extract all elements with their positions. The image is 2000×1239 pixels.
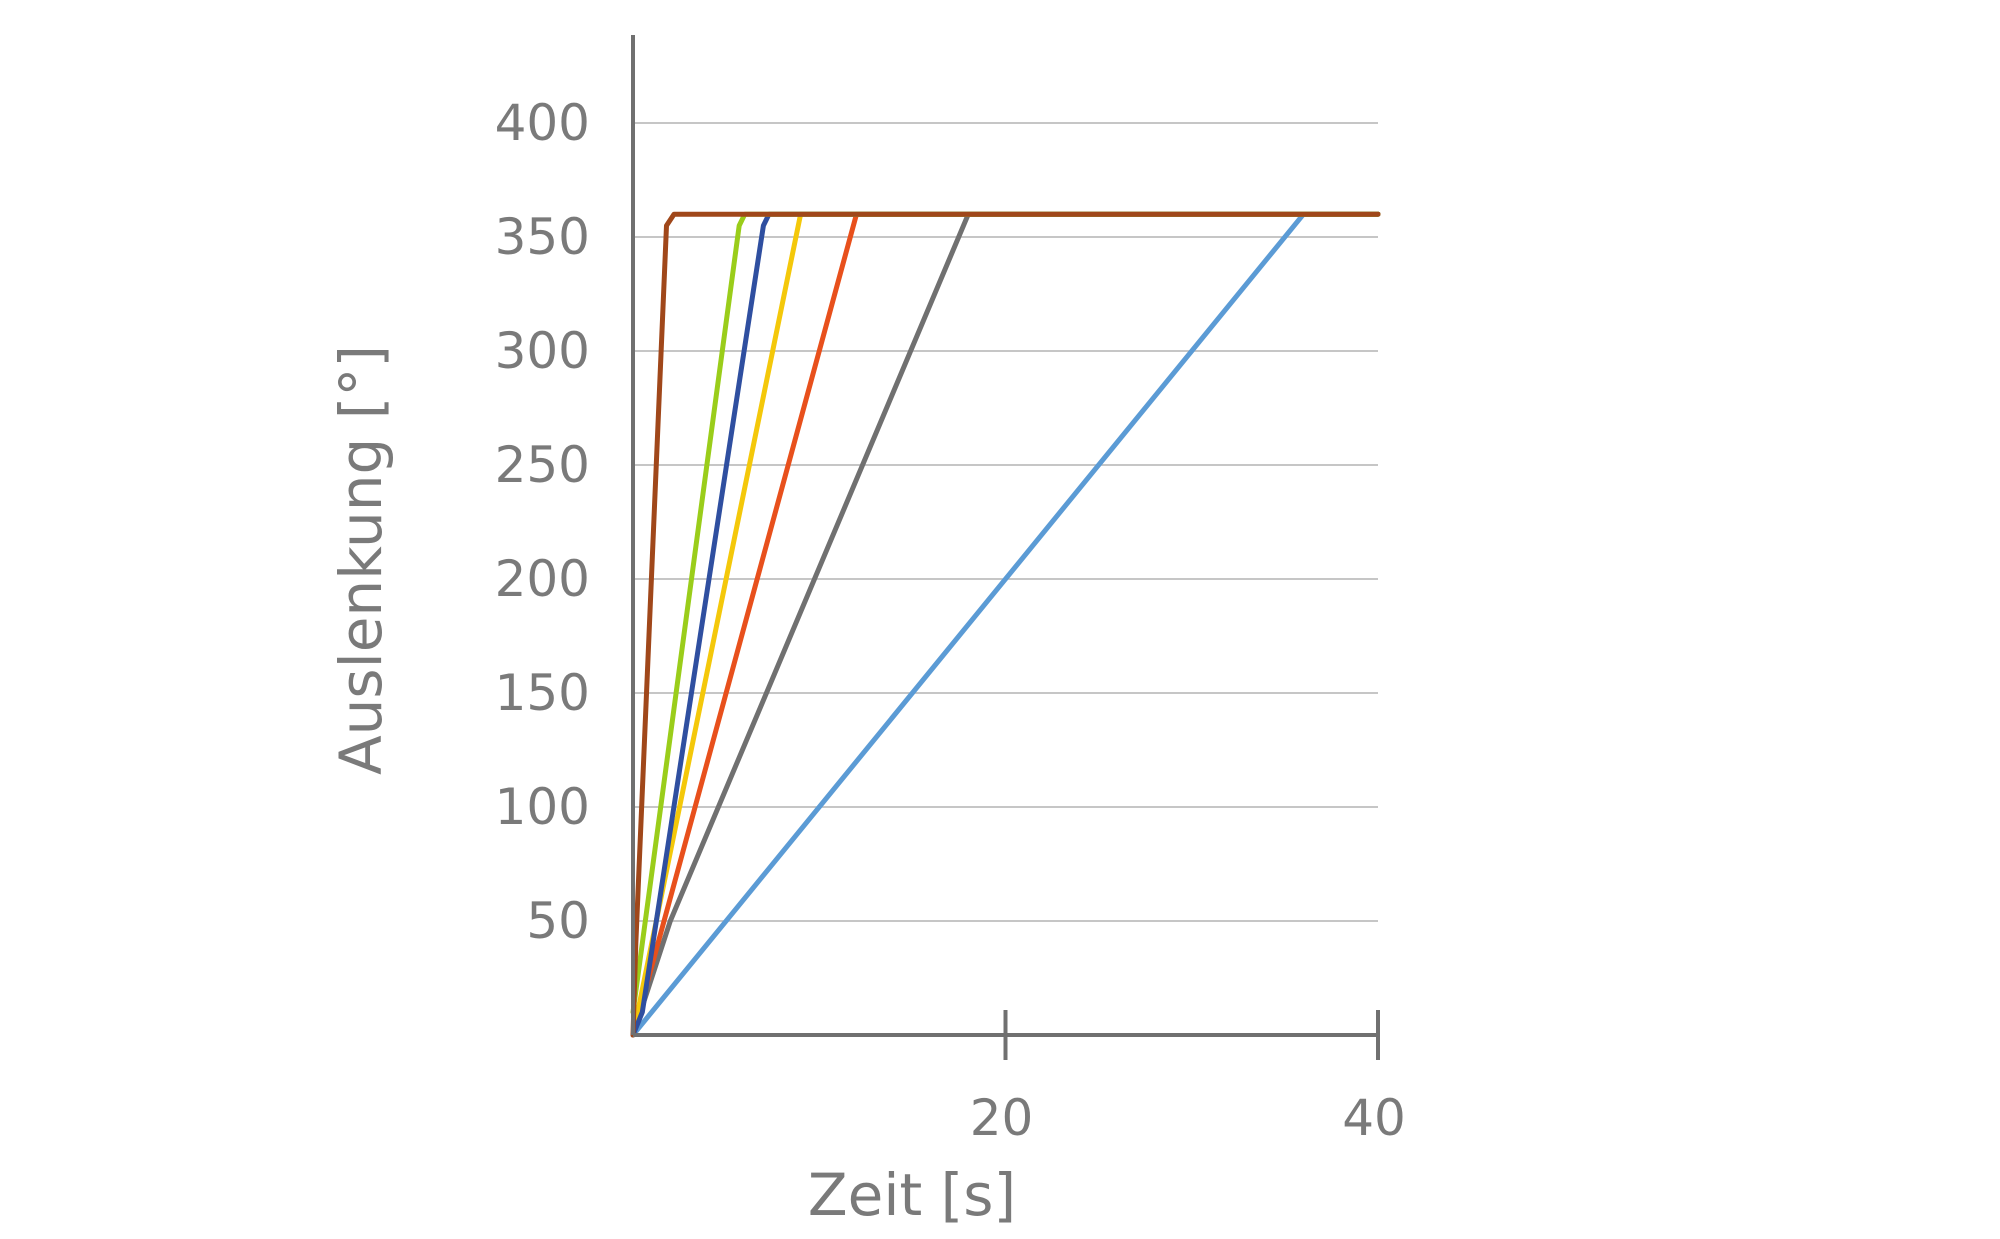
y-axis-title: Auslenkung [°] (327, 345, 395, 775)
x-axis-title: Zeit [s] (808, 1161, 1016, 1229)
axes (631, 35, 1378, 1037)
y-tick-label: 200 (495, 550, 590, 608)
x-tick-label: 40 (1342, 1089, 1406, 1147)
grid-lines (633, 122, 1378, 922)
y-tick-label: 300 (495, 322, 590, 380)
y-tick-label: 50 (526, 892, 590, 950)
y-tick-label: 400 (495, 94, 590, 152)
tick-labels: 50 100 150 200 250 300 350 400 20 40 (495, 94, 1406, 1147)
y-tick-label: 350 (495, 208, 590, 266)
x-tick-label: 20 (970, 1089, 1034, 1147)
x-axis-ticks (1003, 1010, 1380, 1060)
series-lines (630, 211, 1381, 1038)
y-tick-label: 100 (495, 778, 590, 836)
y-tick-label: 150 (495, 664, 590, 722)
y-tick-label: 250 (495, 436, 590, 494)
